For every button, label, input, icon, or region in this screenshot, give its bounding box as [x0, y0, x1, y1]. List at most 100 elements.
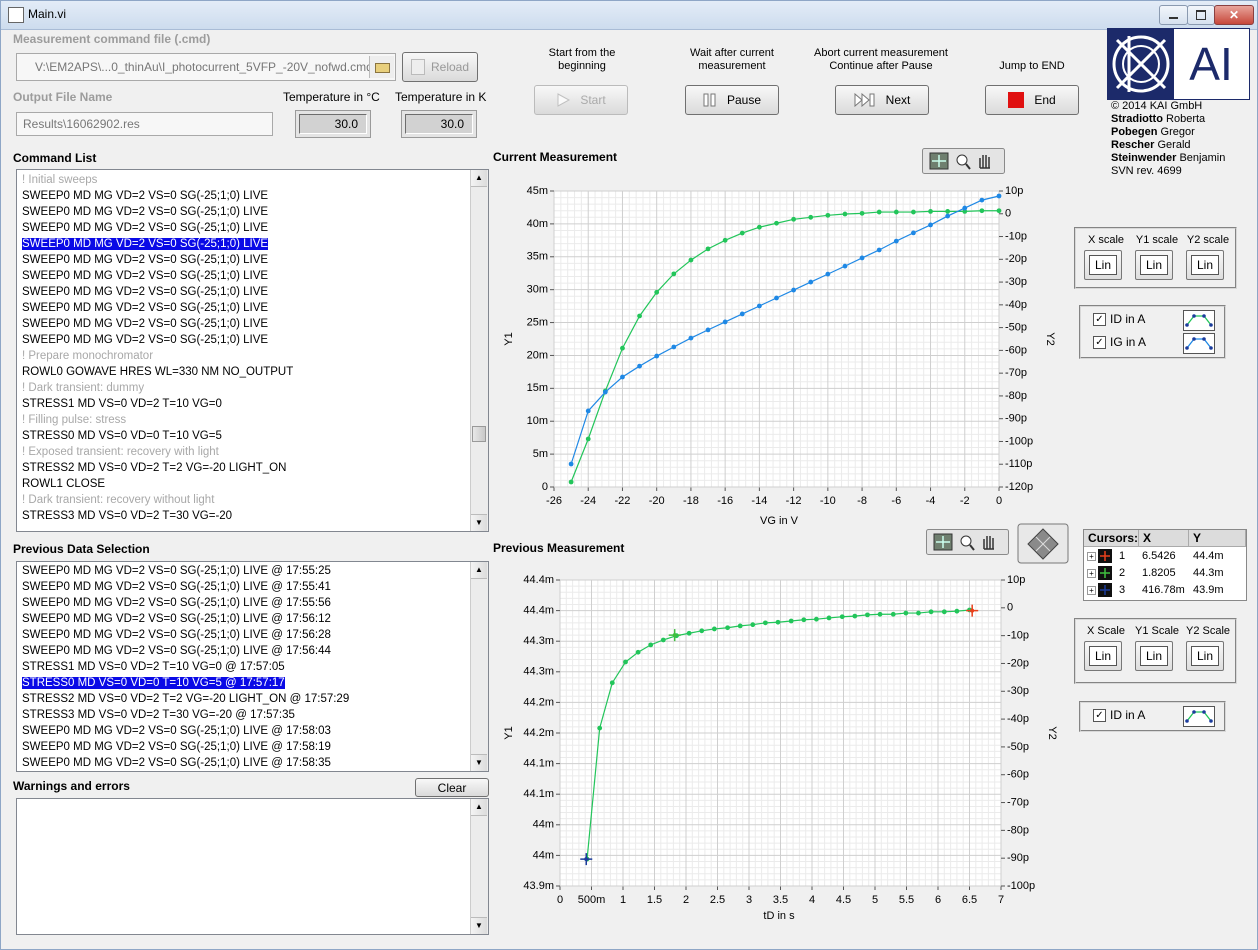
list-row[interactable]: STRESS1 MD VS=0 VD=2 T=10 VG=0 — [17, 396, 488, 412]
list-row[interactable]: SWEEP0 MD MG VD=2 VS=0 SG(-25;1;0) LIVE … — [17, 579, 488, 595]
list-row[interactable]: SWEEP0 MD MG VD=2 VS=0 SG(-25;1;0) LIVE — [17, 220, 488, 236]
scrollbar[interactable]: ▲ ▼ — [470, 562, 488, 771]
list-row[interactable]: STRESS3 MD VS=0 VD=2 T=30 VG=-20 @ 17:57… — [17, 707, 488, 723]
output-file-field[interactable]: Results\16062902.res — [16, 112, 273, 136]
legend-icon[interactable] — [1183, 706, 1215, 727]
scrollbar[interactable]: ▲ ▼ — [470, 799, 488, 934]
scroll-down[interactable]: ▼ — [471, 917, 487, 934]
expand-box[interactable]: + — [1087, 552, 1096, 561]
scale-button[interactable]: Lin — [1084, 641, 1122, 671]
control-caption: Jump to END — [999, 60, 1065, 72]
y2-tick-label: -80p — [1005, 390, 1027, 402]
scroll-up[interactable]: ▲ — [471, 170, 487, 187]
list-row[interactable]: SWEEP0 MD MG VD=2 VS=0 SG(-25;1;0) LIVE … — [17, 643, 488, 659]
control-button[interactable]: Start — [534, 85, 628, 115]
reload-button[interactable]: Reload — [402, 52, 478, 82]
scale-button[interactable]: Lin — [1135, 641, 1173, 671]
list-row[interactable]: ! Dark transient: dummy — [17, 380, 488, 396]
minimize-button[interactable] — [1159, 5, 1188, 25]
cursor-swatch-icon — [1100, 585, 1110, 595]
list-row[interactable]: STRESS2 MD VS=0 VD=2 T=2 VG=-20 LIGHT_ON… — [17, 691, 488, 707]
legend-checkbox[interactable]: ✓ — [1093, 709, 1106, 722]
list-row[interactable]: STRESS2 MD VS=0 VD=2 T=2 VG=-20 LIGHT_ON — [17, 460, 488, 476]
svn-revision: SVN rev. 4699 — [1111, 165, 1182, 177]
scroll-down[interactable]: ▼ — [471, 514, 487, 531]
scrollbar[interactable]: ▲ ▼ — [470, 170, 488, 531]
x-tick-label: 6.5 — [962, 894, 977, 906]
control-button[interactable]: Pause — [685, 85, 779, 115]
control-button[interactable]: End — [985, 85, 1079, 115]
scale-button[interactable]: Lin — [1135, 250, 1173, 280]
scale-button[interactable]: Lin — [1186, 641, 1224, 671]
y-tick-label: 44m — [533, 819, 554, 831]
list-row[interactable]: SWEEP0 MD MG VD=2 VS=0 SG(-25;1;0) LIVE … — [17, 739, 488, 755]
scroll-down[interactable]: ▼ — [471, 754, 487, 771]
control-button[interactable]: Next — [835, 85, 929, 115]
clear-button[interactable]: Clear — [415, 778, 489, 797]
list-row[interactable]: SWEEP0 MD MG VD=2 VS=0 SG(-25;1;0) LIVE … — [17, 611, 488, 627]
list-row[interactable]: SWEEP0 MD MG VD=2 VS=0 SG(-25;1;0) LIVE — [17, 332, 488, 348]
list-row[interactable]: ! Initial sweeps — [17, 172, 488, 188]
scroll-thumb[interactable] — [472, 426, 486, 442]
list-row[interactable]: SWEEP0 MD MG VD=2 VS=0 SG(-25;1;0) LIVE … — [17, 563, 488, 579]
legend-icon[interactable] — [1183, 310, 1215, 331]
list-row[interactable]: ! Dark transient: recovery without light — [17, 492, 488, 508]
expand-box[interactable]: + — [1087, 569, 1096, 578]
list-item-text: STRESS0 MD VS=0 VD=0 T=10 VG=5 — [22, 430, 222, 442]
data-point — [620, 374, 625, 380]
list-row[interactable]: ! Exposed transient: recovery with light — [17, 444, 488, 460]
author-first-name: Roberta — [1166, 113, 1206, 125]
list-row[interactable]: STRESS0 MD VS=0 VD=0 T=10 VG=5 @ 17:57:1… — [17, 675, 488, 691]
warnings-box[interactable]: ▲ ▼ — [16, 798, 489, 935]
data-point — [688, 257, 694, 263]
data-point — [876, 247, 882, 253]
expand-box[interactable]: + — [1087, 586, 1096, 595]
scale-mode: Lin — [1140, 646, 1168, 666]
list-row[interactable]: ! Filling pulse: stress — [17, 412, 488, 428]
list-row[interactable]: SWEEP0 MD MG VD=2 VS=0 SG(-25;1;0) LIVE — [17, 300, 488, 316]
list-row[interactable]: STRESS0 MD VS=0 VD=0 T=10 VG=5 — [17, 428, 488, 444]
y2-tick-label: 0 — [1007, 602, 1013, 614]
list-row[interactable]: SWEEP0 MD MG VD=2 VS=0 SG(-25;1;0) LIVE — [17, 188, 488, 204]
list-row[interactable]: SWEEP0 MD MG VD=2 VS=0 SG(-25;1;0) LIVE — [17, 268, 488, 284]
data-point — [945, 213, 951, 219]
list-row[interactable]: SWEEP0 MD MG VD=2 VS=0 SG(-25;1;0) LIVE … — [17, 723, 488, 739]
graph-palette[interactable] — [922, 148, 1005, 174]
scroll-up[interactable]: ▲ — [471, 799, 487, 816]
data-point — [722, 319, 728, 325]
list-row[interactable]: SWEEP0 MD MG VD=2 VS=0 SG(-25;1;0) LIVE … — [17, 755, 488, 771]
list-row[interactable]: SWEEP0 MD MG VD=2 VS=0 SG(-25;1;0) LIVE — [17, 252, 488, 268]
scroll-up[interactable]: ▲ — [471, 562, 487, 579]
scale-button[interactable]: Lin — [1084, 250, 1122, 280]
output-file-text: Results\16062902.res — [23, 117, 140, 131]
maximize-button[interactable] — [1187, 5, 1215, 25]
command-file-path[interactable]: V:\EM2APS\...0_thinAu\I_photocurrent_5VF… — [16, 53, 396, 81]
previous-data-list[interactable]: SWEEP0 MD MG VD=2 VS=0 SG(-25;1;0) LIVE … — [16, 561, 489, 772]
data-point — [750, 622, 756, 628]
list-row[interactable]: SWEEP0 MD MG VD=2 VS=0 SG(-25;1;0) LIVE — [17, 316, 488, 332]
cursor-move-button[interactable] — [1017, 523, 1069, 564]
legend-checkbox[interactable]: ✓ — [1093, 313, 1106, 326]
legend-icon[interactable] — [1183, 333, 1215, 354]
list-row[interactable]: STRESS1 MD VS=0 VD=2 T=10 VG=0 @ 17:57:0… — [17, 659, 488, 675]
list-row[interactable]: STRESS3 MD VS=0 VD=2 T=30 VG=-20 — [17, 508, 488, 524]
list-row[interactable]: SWEEP0 MD MG VD=2 VS=0 SG(-25;1;0) LIVE — [17, 236, 488, 252]
command-list[interactable]: ! Initial sweeps SWEEP0 MD MG VD=2 VS=0 S… — [16, 169, 489, 532]
list-row[interactable]: SWEEP0 MD MG VD=2 VS=0 SG(-25;1;0) LIVE — [17, 284, 488, 300]
graph-palette[interactable] — [926, 529, 1009, 555]
list-row[interactable]: SWEEP0 MD MG VD=2 VS=0 SG(-25;1;0) LIVE — [17, 204, 488, 220]
scale-button[interactable]: Lin — [1186, 250, 1224, 280]
browse-button[interactable] — [369, 56, 394, 78]
list-row[interactable]: SWEEP0 MD MG VD=2 VS=0 SG(-25;1;0) LIVE … — [17, 595, 488, 611]
data-point — [688, 335, 694, 341]
list-row[interactable]: ROWL1 CLOSE — [17, 476, 488, 492]
list-item-text: SWEEP0 MD MG VD=2 VS=0 SG(-25;1;0) LIVE … — [22, 741, 331, 753]
list-row[interactable]: ROWL0 GOWAVE HRES WL=330 NM NO_OUTPUT — [17, 364, 488, 380]
y2-tick-label: -40p — [1007, 713, 1029, 725]
x-tick-label: -18 — [683, 495, 699, 507]
close-button[interactable]: ✕ — [1214, 5, 1254, 25]
legend-checkbox[interactable]: ✓ — [1093, 336, 1106, 349]
list-item-text: STRESS0 MD VS=0 VD=0 T=10 VG=5 @ 17:57:1… — [22, 677, 285, 689]
list-row[interactable]: ! Prepare monochromator — [17, 348, 488, 364]
list-row[interactable]: SWEEP0 MD MG VD=2 VS=0 SG(-25;1;0) LIVE … — [17, 627, 488, 643]
